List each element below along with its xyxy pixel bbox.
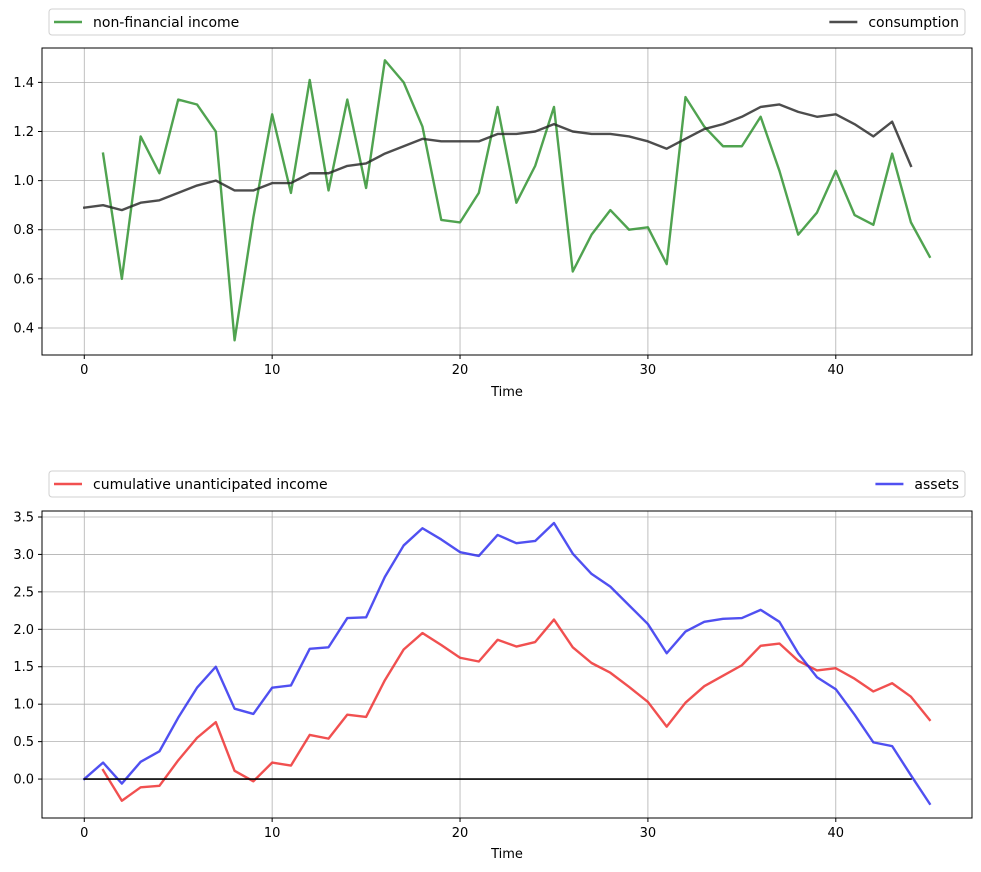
- gridlines: [42, 48, 972, 355]
- x-tick-label: 40: [828, 363, 845, 378]
- income-consumption-chart: 0 10 20 30 40 0.4 0.6 0.8 1.0 1.2 1.4 Time non-finan…: [13, 8, 973, 400]
- income-assets-chart: 0 10 20 30 40 0.0 0.5 1.0 1.5 2.0 2.5 3.0 3.5 Time cum…: [13, 470, 973, 862]
- x-tick-label: 10: [264, 363, 281, 378]
- y-tick-label: 1.0: [13, 174, 34, 189]
- y-tick-label: 0.5: [13, 735, 34, 750]
- y-tick-label: 0.0: [13, 773, 34, 788]
- legend-label: non-financial income: [93, 15, 239, 31]
- y-tick-label: 3.5: [13, 510, 34, 525]
- plot-frame: [41, 510, 973, 819]
- x-tick-label: 40: [828, 826, 845, 841]
- y-tick-label: 0.4: [13, 321, 34, 336]
- legend-label: consumption: [868, 15, 959, 31]
- x-tick-label: 0: [80, 363, 88, 378]
- y-tick-label: 0.6: [13, 272, 34, 287]
- x-tick-label: 10: [264, 826, 281, 841]
- y-tick-label: 0.8: [13, 223, 34, 238]
- x-tick-label: 30: [640, 363, 657, 378]
- gridlines: [42, 511, 972, 818]
- legend-label: cumulative unanticipated income: [93, 477, 328, 493]
- legend: cumulative unanticipated income assets: [48, 470, 966, 498]
- x-axis-label: Time: [490, 847, 523, 862]
- x-tick-label: 30: [640, 826, 657, 841]
- x-tick-label: 20: [452, 826, 469, 841]
- y-tick-label: 2.5: [13, 585, 34, 600]
- series-group: [82, 59, 932, 342]
- x-axis-label: Time: [490, 385, 523, 400]
- series-group: [82, 521, 932, 806]
- y-tick-label: 1.2: [13, 125, 34, 140]
- y-tick-label: 1.0: [13, 698, 34, 713]
- series-line-non-financial-income: [101, 59, 932, 342]
- plot-frame: [41, 47, 973, 356]
- series-line-cumulative-unanticipated-income: [101, 618, 932, 802]
- y-tick-label: 2.0: [13, 623, 34, 638]
- y-tick-label: 1.5: [13, 660, 34, 675]
- x-tick-label: 0: [80, 826, 88, 841]
- series-line-consumption: [82, 103, 913, 212]
- y-tick-label: 1.4: [13, 76, 34, 91]
- legend: non-financial income consumption: [48, 8, 966, 36]
- x-tick-label: 20: [452, 363, 469, 378]
- legend-box: [48, 470, 966, 498]
- y-tick-label: 3.0: [13, 548, 34, 563]
- series-line-assets: [82, 521, 932, 806]
- legend-box: [48, 8, 966, 36]
- legend-label: assets: [914, 477, 959, 493]
